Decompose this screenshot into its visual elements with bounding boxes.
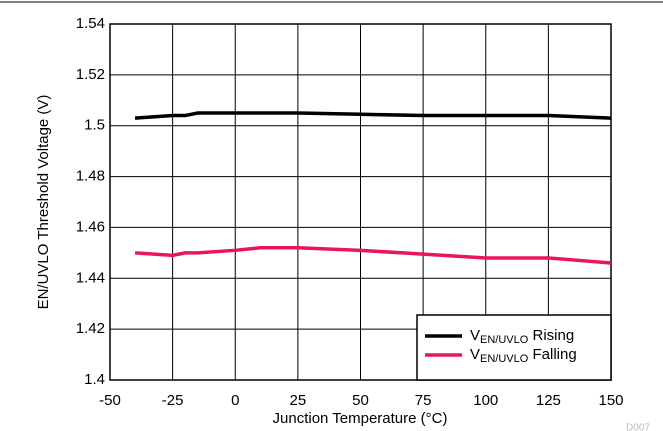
y-tick-label: 1.42: [76, 320, 105, 337]
series-line: [134, 246, 612, 265]
y-tick-label: 1.52: [76, 66, 105, 83]
series-line: [134, 111, 612, 120]
x-axis-label: Junction Temperature (°C): [273, 410, 448, 427]
y-tick-label: 1.4: [84, 371, 105, 388]
y-axis-label: EN/UVLO Threshold Voltage (V): [35, 95, 52, 310]
legend-subscript: EN/UVLO: [480, 353, 529, 365]
legend-label: VEN/UVLO Rising: [470, 327, 574, 346]
x-tick-label: 75: [415, 392, 432, 409]
legend-text: V: [470, 346, 480, 363]
x-tick-label: 125: [536, 392, 561, 409]
x-tick-label: -25: [162, 392, 184, 409]
x-tick-label: 100: [473, 392, 498, 409]
y-tick-label: 1.48: [76, 168, 105, 185]
x-tick-label: 50: [352, 392, 369, 409]
x-tick-label: 25: [290, 392, 307, 409]
x-tick-label: 0: [231, 392, 239, 409]
y-tick-label: 1.5: [84, 117, 105, 134]
legend-label: VEN/UVLO Falling: [470, 346, 577, 365]
plot-border: [109, 23, 612, 381]
figure-id: D007: [626, 423, 650, 431]
legend-subscript: EN/UVLO: [480, 334, 529, 346]
y-tick-label: 1.54: [76, 15, 105, 32]
y-tick-label: 1.44: [76, 269, 105, 286]
legend-box: [416, 314, 612, 381]
x-tick-label: 150: [598, 392, 623, 409]
legend-text: Falling: [528, 346, 576, 363]
x-tick-label: -50: [99, 392, 121, 409]
legend-text: V: [470, 327, 480, 344]
legend-text: Rising: [528, 327, 574, 344]
y-tick-label: 1.46: [76, 218, 105, 235]
